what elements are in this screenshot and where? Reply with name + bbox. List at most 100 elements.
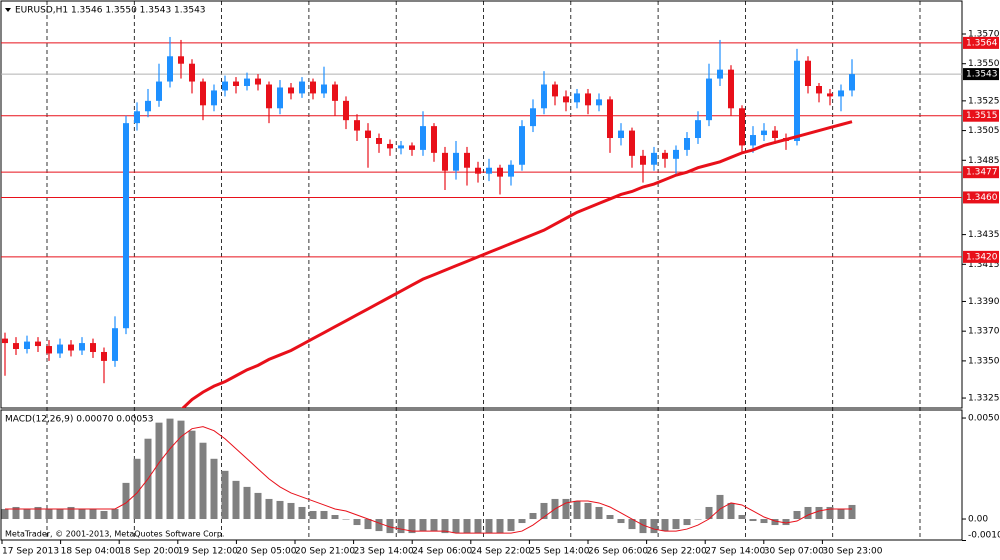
macd-bar xyxy=(353,519,361,526)
candle-body xyxy=(651,152,657,165)
macd-bar xyxy=(188,430,196,520)
macd-bar xyxy=(485,519,493,534)
macd-bar xyxy=(133,458,141,520)
macd-bar xyxy=(34,506,42,520)
macd-bar xyxy=(628,519,636,530)
candle-body xyxy=(46,346,52,354)
macd-header: MACD(12,26,9) 0.00070 0.00053 xyxy=(5,415,154,425)
candle-body xyxy=(13,343,19,350)
y-tick-label: 0.00 xyxy=(968,515,988,525)
x-tick-label: 17 Sep 2013 xyxy=(2,547,59,557)
macd-bar xyxy=(793,510,801,520)
macd-bar xyxy=(694,519,702,520)
macd-bar xyxy=(221,470,229,520)
y-tick-label: 1.3350 xyxy=(968,356,1000,366)
macd-bar xyxy=(661,519,669,532)
x-tick-label: 24 Sep 22:00 xyxy=(471,547,531,557)
candle-body xyxy=(695,120,701,139)
candle-body xyxy=(728,69,734,109)
macd-bar xyxy=(474,519,482,534)
candle-body xyxy=(629,130,635,156)
candle-body xyxy=(398,145,404,149)
macd-bar xyxy=(562,498,570,520)
macd-bar xyxy=(452,519,460,534)
candle-body xyxy=(563,96,569,103)
candle-body xyxy=(68,344,74,351)
candle-body xyxy=(343,100,349,121)
level-label: 1.3460 xyxy=(966,193,998,203)
candle-body xyxy=(387,143,393,149)
candle-body xyxy=(310,81,316,94)
macd-bar xyxy=(782,519,790,526)
candle-body xyxy=(794,60,800,141)
level-box xyxy=(963,250,999,263)
candle-body xyxy=(376,138,382,144)
level-box xyxy=(963,36,999,49)
candle-body xyxy=(222,81,228,91)
macd-bar xyxy=(738,515,746,520)
macd-bar xyxy=(320,510,328,520)
macd-bar xyxy=(683,519,691,526)
candle-body xyxy=(431,126,437,153)
symbol-header: EURUSD,H1 1.3546 1.3550 1.3543 1.3543 xyxy=(15,6,206,16)
x-tick-label: 30 Sep 07:00 xyxy=(764,547,824,557)
macd-bar xyxy=(507,519,515,532)
macd-bar xyxy=(12,506,20,520)
level-label: 1.3420 xyxy=(966,252,998,262)
macd-bar xyxy=(276,500,284,520)
candle-body xyxy=(266,84,272,109)
macd-bar xyxy=(45,508,53,520)
macd-bar xyxy=(804,506,812,520)
macd-bar xyxy=(397,519,405,534)
macd-bar xyxy=(617,519,625,524)
macd-bar xyxy=(232,480,240,520)
candle-body xyxy=(673,149,679,159)
macd-bar xyxy=(760,519,768,524)
macd-bar xyxy=(155,422,163,520)
candle-body xyxy=(717,69,723,79)
macd-bar xyxy=(463,519,471,534)
macd-bar xyxy=(89,508,97,520)
macd-bar xyxy=(584,502,592,520)
candle-body xyxy=(299,81,305,94)
macd-bar xyxy=(606,515,614,520)
copyright: MetaTrader, © 2001-2013, MetaQuotes Soft… xyxy=(5,530,224,539)
macd-pane-border xyxy=(0,409,963,541)
candle-body xyxy=(57,344,63,354)
x-tick-label: 24 Sep 06:00 xyxy=(412,547,472,557)
y-tick-label: 1.3570 xyxy=(968,29,1000,39)
candle-body xyxy=(816,85,822,94)
candle-body xyxy=(684,138,690,150)
macd-bar xyxy=(342,519,350,520)
y-tick-label: 0.00503 xyxy=(968,414,1000,424)
candle-body xyxy=(519,126,525,165)
y-tick-label: 1.3485 xyxy=(968,156,1000,166)
candle-body xyxy=(90,343,96,352)
main-pane-border xyxy=(0,0,963,409)
candle-body xyxy=(365,130,371,139)
macd-bar xyxy=(826,506,834,520)
candle-body xyxy=(827,93,833,97)
macd-bar xyxy=(705,506,713,520)
candle-body xyxy=(618,130,624,139)
macd-bar xyxy=(78,508,86,520)
macd-bar xyxy=(122,482,130,520)
candle-body xyxy=(761,130,767,136)
level-label: 1.3515 xyxy=(966,111,998,121)
y-tick-label: 1.3505 xyxy=(968,126,1000,136)
macd-bar xyxy=(287,502,295,520)
vertical-grid xyxy=(46,1,921,540)
macd-plot xyxy=(1,418,856,534)
macd-bar xyxy=(749,519,757,522)
candle-body xyxy=(508,164,514,177)
y-tick-label: 1.3370 xyxy=(968,327,1000,337)
candle-body xyxy=(156,81,162,101)
macd-bar xyxy=(56,508,64,520)
candle-body xyxy=(486,167,492,174)
level-label: 1.3564 xyxy=(966,38,998,48)
candle-body xyxy=(178,56,184,64)
candle-body xyxy=(288,87,294,94)
candle-body xyxy=(849,74,855,91)
